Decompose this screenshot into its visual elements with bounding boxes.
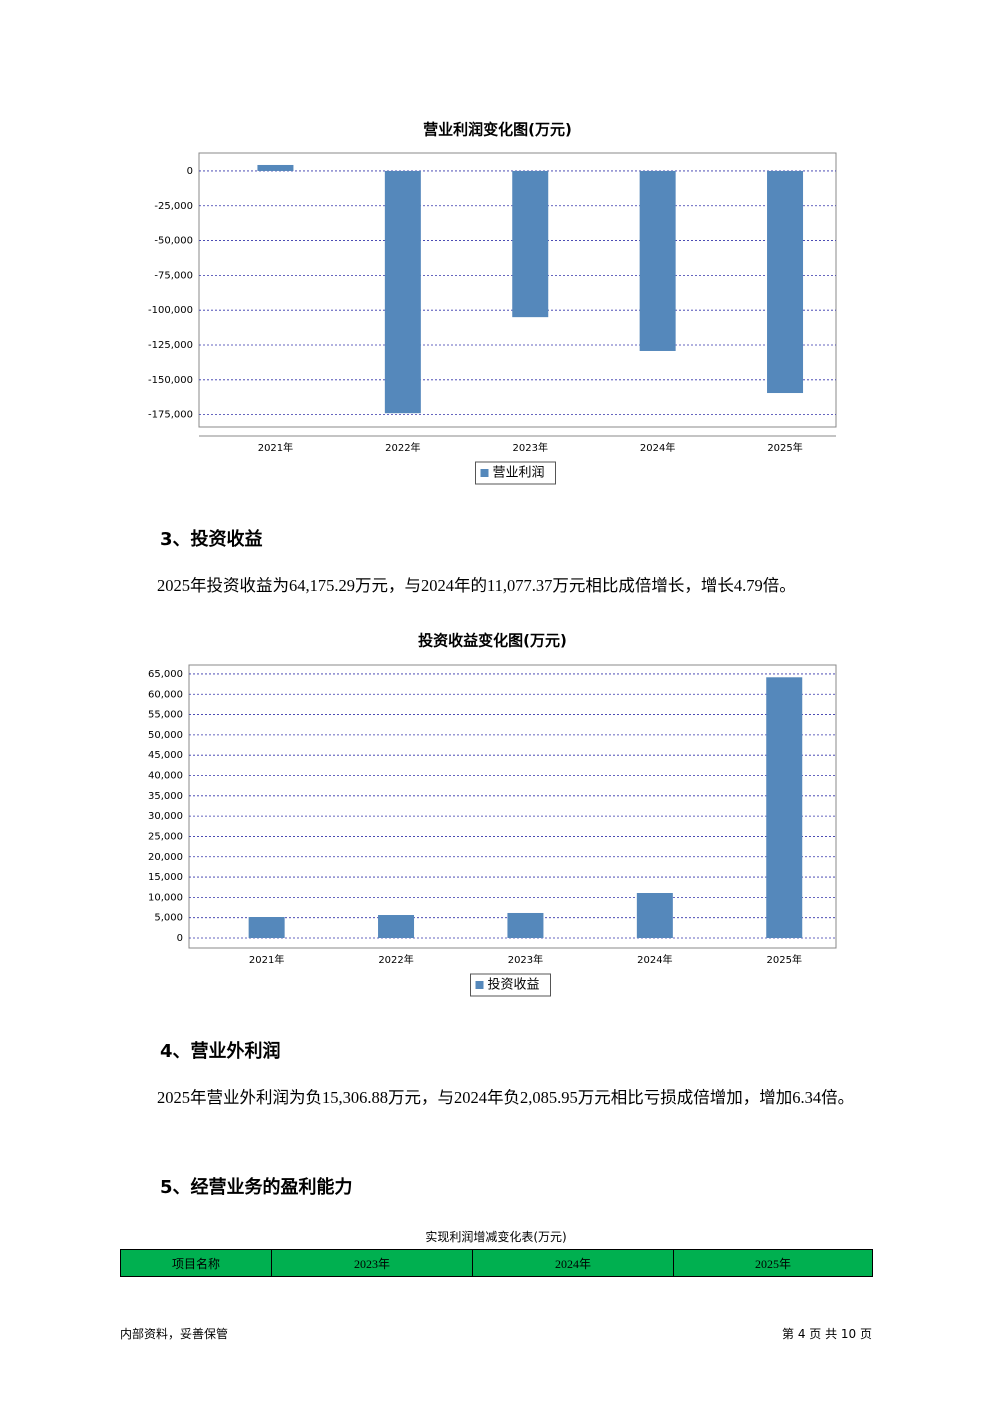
x-tick-label: 2025年 [767,441,802,454]
bar [636,893,673,939]
y-tick-label: -100,000 [148,305,193,316]
header-cell: 2024年 [472,1249,674,1277]
chart-title: 投资收益变化图(万元) [418,632,567,650]
legend-swatch [475,981,484,989]
bar [248,917,285,939]
legend-swatch [480,469,489,477]
header-cell: 2025年 [673,1249,873,1277]
y-tick-label: -175,000 [148,410,193,421]
y-tick-label: 60,000 [148,689,183,700]
y-tick-label: 50,000 [148,730,183,741]
y-tick-label: 15,000 [148,872,183,883]
section-heading: 3、投资收益 [160,529,263,550]
x-tick-label: 2024年 [640,441,675,454]
y-tick-label: 40,000 [148,771,183,782]
x-tick-label: 2022年 [378,953,413,966]
charts: 营业利润变化图(万元) 0 -25,000 -50,000 -75,000 -100,00… [148,121,837,997]
y-tick-label: 5,000 [154,913,183,924]
paragraph: 2025年营业外利润为负15,306.88万元，与2024年负2,085.95万… [157,1088,855,1107]
bar [507,912,544,939]
footer-right: 第 4 页 共 10 页 [782,1327,872,1341]
chart-title: 营业利润变化图(万元) [423,121,572,139]
paragraph: 2025年投资收益为64,175.29万元，与2024年的11,077.37万元… [157,576,796,595]
y-tick-label: 0 [177,933,183,944]
bar [639,170,676,351]
x-tick-label: 2021年 [258,441,293,454]
y-tick-label: 45,000 [148,750,183,761]
header-cell: 项目名称 [120,1249,272,1277]
footer-left: 内部资料，妥善保管 [120,1327,229,1341]
y-tick-label: 20,000 [148,852,183,863]
plot-area [188,664,837,949]
table: 项目名称 2023年 2024年 2025年 [120,1249,873,1277]
header-cell: 2023年 [271,1249,473,1277]
x-tick-label: 2024年 [637,953,672,966]
y-tick-label: -125,000 [148,340,193,351]
x-tick-label: 2023年 [508,953,543,966]
y-tick-label: 55,000 [148,710,183,721]
y-tick-label: -75,000 [154,270,193,281]
y-tick-label: 35,000 [148,791,183,802]
table-caption: 实现利润增减变化表(万元) [425,1230,567,1244]
y-tick-label: 25,000 [148,831,183,842]
y-tick-label: -25,000 [154,201,193,212]
legend-label: 投资收益 [488,977,540,993]
legend-label: 营业利润 [493,466,545,481]
y-tick-label: 10,000 [148,892,183,903]
y-tick-label: -50,000 [154,236,193,247]
table-header: 项目名称 2023年 2024年 2025年 [120,1249,873,1277]
bar [767,170,804,394]
section-heading: 4、营业外利润 [160,1041,281,1062]
x-tick-label: 2025年 [767,953,802,966]
x-tick-label: 2023年 [513,441,548,454]
legend-box [470,973,551,997]
y-tick-label: 30,000 [148,811,183,822]
bar [512,170,549,318]
x-tick-label: 2021年 [249,953,284,966]
x-tick-label: 2022年 [385,441,420,454]
section-heading: 5、经营业务的盈利能力 [160,1177,353,1198]
bar [766,677,803,939]
legend-box [475,461,556,485]
y-tick-label: 0 [187,166,193,177]
bar [384,170,421,414]
y-tick-label: -150,000 [148,375,193,386]
y-tick-label: 65,000 [148,669,183,680]
bar [257,164,294,171]
bar [378,915,415,939]
